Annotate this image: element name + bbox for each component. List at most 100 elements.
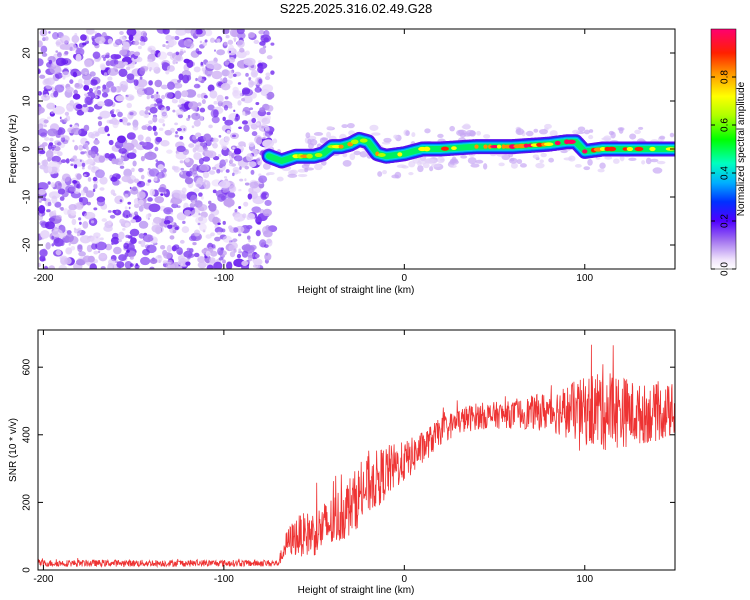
- spectrogram-noise-blob: [115, 210, 119, 214]
- spectrogram-noise-blob: [60, 207, 64, 211]
- spectrogram-noise-blob: [150, 49, 156, 55]
- spectrogram-noise-blob: [82, 221, 89, 229]
- spectrogram-noise-blob: [257, 65, 264, 74]
- spectrogram-hot-spot: [359, 138, 368, 143]
- spectrogram-noise-blob: [270, 70, 275, 75]
- spectrogram-noise-blob: [193, 66, 201, 73]
- spectrogram-noise-blob: [232, 238, 238, 243]
- spectrogram-noise-blob: [228, 105, 233, 109]
- spectrogram-noise-blob: [79, 159, 82, 162]
- spectrogram-noise-blob: [260, 192, 268, 200]
- spectrogram-noise-blob: [97, 120, 103, 127]
- spectrogram-noise-blob: [211, 70, 223, 80]
- spectrogram-noise-blob: [188, 101, 199, 110]
- spectrogram-hot-spot: [626, 146, 634, 152]
- spectrogram-noise-blob: [112, 232, 119, 240]
- spectrogram-noise-blob: [160, 84, 168, 90]
- spectrogram-noise-blob: [193, 119, 201, 127]
- spectrogram-hot-spot: [582, 149, 588, 154]
- spectrogram-noise-blob: [185, 261, 191, 266]
- spectrogram-noise-blob: [92, 130, 101, 137]
- spectrogram-noise-blob: [137, 45, 142, 50]
- snr-y-tick-label: 0: [22, 567, 33, 573]
- spectrogram-noise-blob: [84, 96, 93, 106]
- spectrogram-halo-blob: [309, 138, 318, 146]
- spectrogram-noise-blob: [117, 135, 126, 144]
- spectrogram-noise-blob: [152, 216, 162, 225]
- spectrogram-noise-blob: [126, 132, 136, 140]
- spectrogram-halo-blob: [437, 133, 444, 139]
- spectrogram-noise-blob: [91, 165, 96, 171]
- spectrogram-noise-blob: [197, 50, 202, 55]
- spectrogram-noise-blob: [38, 40, 43, 48]
- spectrogram-noise-blob: [124, 206, 128, 210]
- spectrogram-noise-blob: [73, 89, 78, 95]
- spectrogram-noise-blob: [250, 191, 258, 200]
- spectrogram-noise-blob: [228, 57, 236, 63]
- spectrogram-noise-blob: [51, 195, 58, 204]
- spectrogram-noise-blob: [222, 220, 226, 225]
- spectrogram-noise-blob: [183, 58, 191, 64]
- spectrogram-noise-blob: [222, 77, 228, 84]
- spectrogram-noise-blob: [98, 155, 106, 163]
- spectrogram-halo-blob: [424, 158, 435, 164]
- spectrogram-noise-blob: [213, 261, 223, 269]
- spectrogram-noise-blob: [163, 207, 174, 215]
- spectrogram-noise-blob: [115, 174, 121, 180]
- spectrogram-noise-blob: [137, 89, 143, 97]
- spectrogram-noise-blob: [183, 38, 194, 48]
- spectrogram-noise-blob: [41, 142, 48, 147]
- spectrogram-noise-blob: [162, 44, 166, 48]
- spectrogram-noise-blob: [118, 254, 127, 262]
- spectrogram-noise-blob: [148, 120, 153, 125]
- spectrogram-noise-blob: [193, 188, 200, 193]
- spectrogram-noise-blob: [250, 110, 260, 119]
- spectrogram-noise-blob: [49, 137, 54, 142]
- spectrogram-noise-blob: [140, 155, 145, 162]
- spectrogram-noise-blob: [96, 198, 106, 207]
- spectrogram-noise-blob: [234, 209, 238, 213]
- spectrogram-hot-spot: [490, 144, 499, 149]
- spectrogram-hot-spot: [599, 147, 606, 151]
- spectrogram-noise-blob: [123, 242, 129, 250]
- spectrogram-noise-blob: [266, 111, 271, 116]
- spectrogram-noise-blob: [207, 104, 215, 111]
- spectrogram-noise-blob: [177, 104, 182, 108]
- spectrogram-halo-blob: [650, 158, 659, 163]
- spectrogram-noise-blob: [158, 127, 164, 131]
- spectrogram-noise-blob: [114, 195, 124, 205]
- spectrogram-noise-blob: [259, 107, 266, 113]
- spectrogram-noise-blob: [229, 158, 234, 164]
- spectrogram-noise-blob: [59, 134, 65, 139]
- spectrogram-halo-blob: [638, 126, 644, 130]
- spectrogram-halo-blob: [659, 135, 666, 140]
- spectrogram-noise-blob: [204, 29, 213, 37]
- spectrogram-noise-blob: [156, 91, 159, 95]
- spectrogram-noise-blob: [225, 34, 230, 39]
- spectrogram-noise-blob: [117, 161, 125, 167]
- spectrogram-noise-blob: [161, 94, 166, 100]
- colorbar-tick-label: 0.6: [720, 118, 731, 132]
- spectrogram-noise-blob: [202, 156, 211, 162]
- spectrogram-noise-blob: [131, 186, 138, 192]
- spectrogram-halo-blob: [417, 160, 422, 167]
- spectrogram-halo-blob: [515, 128, 525, 136]
- spectrogram-noise-blob: [211, 143, 214, 147]
- spectrogram-noise-blob: [228, 50, 232, 54]
- spectrogram-noise-blob: [264, 75, 271, 81]
- spectrogram-noise-blob: [73, 164, 78, 169]
- spectrogram-noise-blob: [139, 67, 146, 76]
- spectrogram-noise-blob: [122, 209, 131, 219]
- spectrogram-halo-blob: [449, 125, 455, 132]
- spectrogram-noise-blob: [202, 146, 208, 151]
- spectrogram-noise-blob: [171, 36, 175, 40]
- spectrogram-halo-blob: [436, 156, 445, 164]
- spectrogram-y-tick-label: -20: [22, 237, 33, 252]
- spectrogram-noise-blob: [75, 70, 82, 76]
- spectrogram-noise-blob: [167, 224, 173, 229]
- spectrogram-hot-spot: [496, 144, 502, 149]
- spectrogram-noise-blob: [77, 244, 83, 250]
- spectrogram-noise-blob: [203, 94, 208, 99]
- spectrogram-noise-blob: [233, 155, 243, 162]
